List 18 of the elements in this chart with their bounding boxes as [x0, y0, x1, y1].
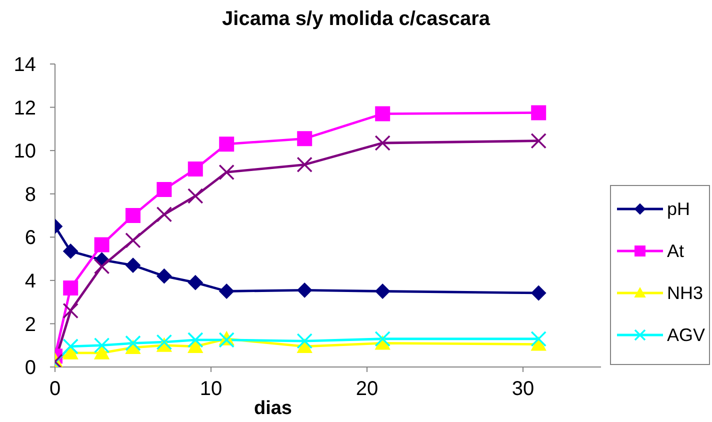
- chart-title: Jicama s/y molida c/cascara: [221, 8, 492, 31]
- x-tick-label: 20: [356, 378, 378, 400]
- legend-label: At: [667, 240, 684, 262]
- legend-label: NH3: [667, 282, 704, 304]
- y-tick-label: 0: [24, 357, 36, 380]
- x-tick-label: 10: [200, 378, 222, 400]
- y-tick-label: 8: [24, 184, 36, 206]
- y-tick-label: 6: [24, 227, 36, 250]
- y-tick-label: 2: [24, 314, 36, 336]
- legend-label: pH: [667, 198, 690, 220]
- y-tick-label: 10: [14, 140, 36, 163]
- x-tick-label: 30: [512, 378, 534, 400]
- y-tick-label: 12: [14, 97, 36, 120]
- legend-label: AGV: [667, 324, 706, 346]
- x-tick-label: 0: [49, 378, 61, 400]
- y-tick-label: 4: [24, 270, 36, 293]
- y-tick-label: 14: [14, 54, 36, 76]
- x-axis-title: dias: [254, 398, 292, 419]
